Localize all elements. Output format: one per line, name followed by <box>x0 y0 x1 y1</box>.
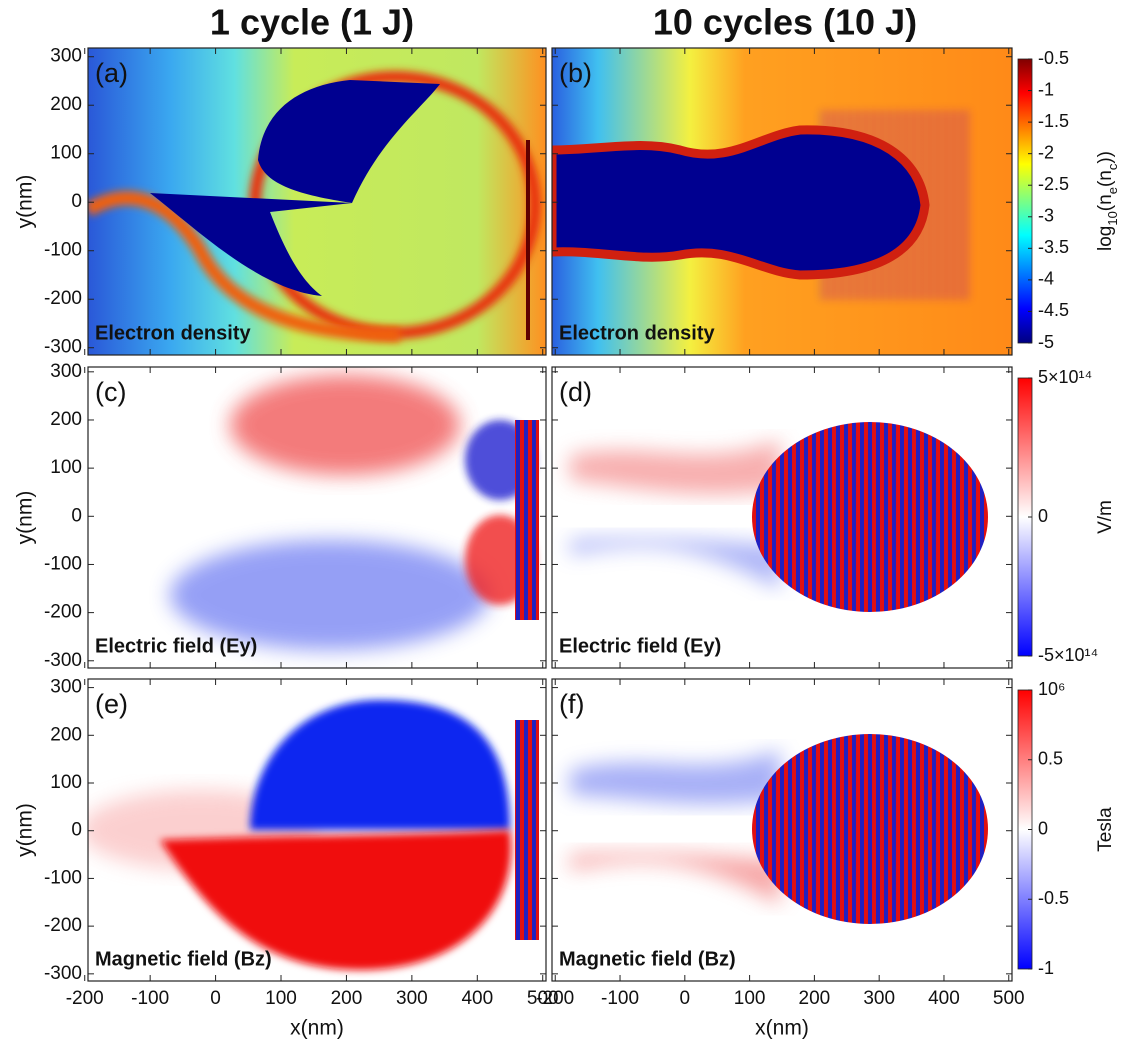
y-tick-label: 300 <box>50 361 82 382</box>
y-tick-label: 0 <box>71 191 82 212</box>
panel-frame <box>551 678 1013 982</box>
x-tick-label: -100 <box>601 988 639 1009</box>
annotation: Electric ﬁeld (Ey) <box>559 635 721 657</box>
annotation: Magnetic ﬁeld (Bz) <box>559 948 736 970</box>
annotation: Electron density <box>559 322 715 344</box>
y-axis-label: y(nm) <box>14 175 37 229</box>
colorbar-label: V/m <box>1095 500 1116 534</box>
y-tick-label: -200 <box>44 288 82 309</box>
colorbar-tick-label: 0 <box>1038 818 1048 838</box>
colorbar-tick-label: 10⁶ <box>1038 679 1065 699</box>
colorbar-tick-label: -1 <box>1038 79 1054 99</box>
panel-frame <box>87 678 547 982</box>
x-axis-label: x(nm) <box>290 1017 344 1040</box>
colorbar-tick-label: -0.5 <box>1038 48 1069 68</box>
panel-label: (c) <box>95 377 126 407</box>
field-e <box>88 679 546 981</box>
y-tick-label: 200 <box>50 409 82 430</box>
column-title: 10 cycles (10 J) <box>653 2 917 43</box>
y-tick-label: 300 <box>50 46 82 67</box>
y-tick-label: -200 <box>44 602 82 623</box>
colorbar-tick-label: -1 <box>1038 958 1054 978</box>
field-d <box>552 367 1012 668</box>
field-c <box>88 367 546 668</box>
colorbar-label-part: (n <box>1095 194 1116 211</box>
colorbar-tick-label: -2 <box>1038 142 1054 162</box>
x-tick-label: 500 <box>527 988 559 1009</box>
y-tick-label: 100 <box>50 143 82 164</box>
colorbar-tick-label: -4 <box>1038 269 1054 289</box>
y-tick-label: 200 <box>50 724 82 745</box>
y-tick-label: 0 <box>71 820 82 841</box>
field-a <box>88 48 546 355</box>
y-tick-label: -100 <box>44 867 82 888</box>
colorbar-label-part: 10 <box>1105 211 1120 225</box>
panel-frame <box>551 366 1013 669</box>
x-tick-label: -100 <box>131 988 169 1009</box>
x-tick-label: 300 <box>396 988 428 1009</box>
panel-frame <box>87 366 547 669</box>
field-f <box>552 679 1012 981</box>
colorbar-tick-label: -5 <box>1038 332 1054 352</box>
colorbar-label: log10(ne(nc)) <box>1095 151 1120 251</box>
panel-label: (a) <box>95 58 128 88</box>
colorbar-label-part: c <box>1105 163 1120 170</box>
y-tick-label: -300 <box>44 963 82 984</box>
y-tick-label: -100 <box>44 553 82 574</box>
panel-frame <box>551 47 1013 356</box>
colorbar-tick-label: -3 <box>1038 206 1054 226</box>
y-tick-label: 100 <box>50 457 82 478</box>
colorbar-label-part: )) <box>1095 151 1116 164</box>
y-tick-label: 200 <box>50 94 82 115</box>
x-tick-label: 400 <box>461 988 493 1009</box>
colorbar-tick-label: 5×10¹⁴ <box>1038 367 1092 387</box>
colorbar-tick-label: 0 <box>1038 506 1048 526</box>
y-tick-label: 300 <box>50 677 82 698</box>
annotation: Magnetic ﬁeld (Bz) <box>95 948 272 970</box>
colorbar-label-part: e <box>1105 187 1120 194</box>
colorbar-tick-label: -0.5 <box>1038 888 1069 908</box>
field-b <box>552 48 1012 355</box>
x-tick-label: 0 <box>680 988 691 1009</box>
x-tick-label: -200 <box>536 988 574 1009</box>
colorbar-tick-label: -2.5 <box>1038 174 1069 194</box>
colorbar-tick-label: -3.5 <box>1038 237 1069 257</box>
x-tick-label: 100 <box>265 988 297 1009</box>
x-tick-label: 200 <box>331 988 363 1009</box>
annotation: Electric ﬁeld (Ey) <box>95 635 257 657</box>
x-tick-label: 0 <box>210 988 221 1009</box>
panel-label: (d) <box>559 377 592 407</box>
annotation: Electron density <box>95 322 251 344</box>
y-tick-label: -100 <box>44 240 82 261</box>
y-tick-label: -200 <box>44 915 82 936</box>
colorbar-tick-label: 0.5 <box>1038 749 1063 769</box>
x-tick-label: 300 <box>863 988 895 1009</box>
colorbar <box>1017 58 1033 344</box>
x-tick-label: -200 <box>66 988 104 1009</box>
x-tick-label: 200 <box>799 988 831 1009</box>
y-tick-label: 0 <box>71 505 82 526</box>
y-tick-label: -300 <box>44 337 82 358</box>
colorbar-tick-label: -4.5 <box>1038 300 1069 320</box>
panel-label: (b) <box>559 58 592 88</box>
colorbar-tick-label: -1.5 <box>1038 111 1069 131</box>
y-tick-label: 100 <box>50 772 82 793</box>
column-title: 1 cycle (1 J) <box>210 2 414 43</box>
panel-label: (e) <box>95 689 128 719</box>
colorbar-label-part: log <box>1095 226 1116 251</box>
x-tick-label: 400 <box>928 988 960 1009</box>
panel-frame <box>87 47 547 356</box>
x-axis-label: x(nm) <box>755 1017 809 1040</box>
colorbar-label-part: (n <box>1095 170 1116 187</box>
panel-label: (f) <box>559 689 584 719</box>
y-tick-label: -300 <box>44 650 82 671</box>
y-axis-label: y(nm) <box>14 803 37 857</box>
x-tick-label: 100 <box>734 988 766 1009</box>
y-axis-label: y(nm) <box>14 491 37 545</box>
colorbar-label: Tesla <box>1095 807 1116 852</box>
x-tick-label: 500 <box>993 988 1025 1009</box>
colorbar-tick-label: -5×10¹⁴ <box>1038 645 1098 665</box>
